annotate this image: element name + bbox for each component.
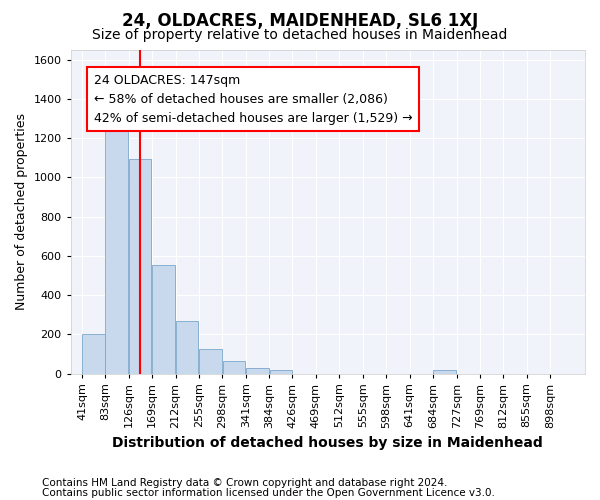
Text: Contains HM Land Registry data © Crown copyright and database right 2024.: Contains HM Land Registry data © Crown c…: [42, 478, 448, 488]
Bar: [199, 349, 222, 374]
Bar: [246, 368, 269, 374]
Bar: [129, 159, 151, 374]
Bar: [176, 320, 199, 374]
Bar: [152, 264, 175, 374]
Bar: [223, 361, 245, 374]
Bar: [82, 334, 105, 374]
Bar: [433, 370, 456, 374]
Bar: [105, 124, 128, 374]
Text: Contains public sector information licensed under the Open Government Licence v3: Contains public sector information licen…: [42, 488, 495, 498]
Text: Size of property relative to detached houses in Maidenhead: Size of property relative to detached ho…: [92, 28, 508, 42]
Text: 24, OLDACRES, MAIDENHEAD, SL6 1XJ: 24, OLDACRES, MAIDENHEAD, SL6 1XJ: [122, 12, 478, 30]
Bar: [269, 370, 292, 374]
X-axis label: Distribution of detached houses by size in Maidenhead: Distribution of detached houses by size …: [112, 436, 543, 450]
Y-axis label: Number of detached properties: Number of detached properties: [15, 114, 28, 310]
Text: 24 OLDACRES: 147sqm
← 58% of detached houses are smaller (2,086)
42% of semi-det: 24 OLDACRES: 147sqm ← 58% of detached ho…: [94, 74, 412, 124]
